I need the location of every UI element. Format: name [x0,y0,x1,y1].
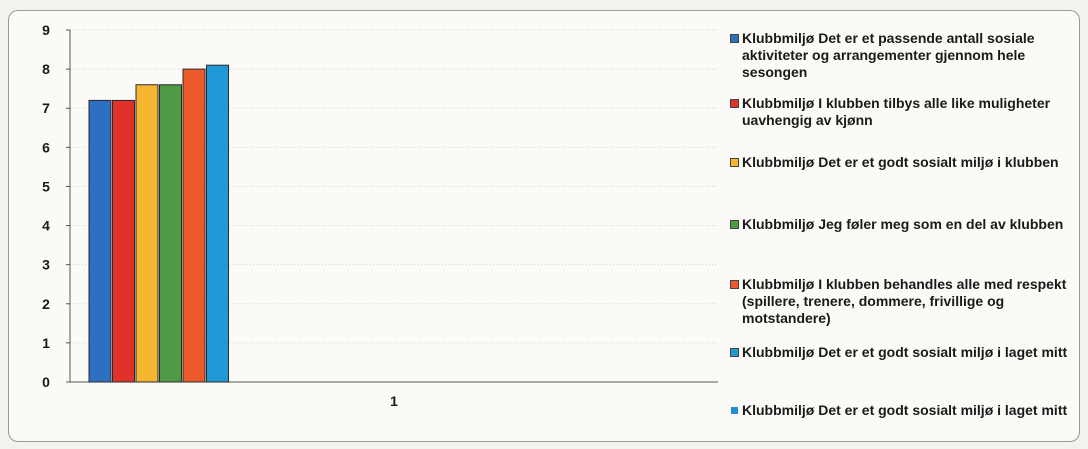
y-tick-label: 4 [42,218,50,234]
legend-swatch [730,348,739,357]
bar [88,99,112,383]
legend-label: Klubbmiljø Jeg føler meg som en del av k… [742,216,1064,232]
legend-item: Klubbmiljø I klubben behandles alle med … [730,276,1078,327]
legend-item: Klubbmiljø Det er et godt sosialt miljø … [730,402,1078,419]
bar [112,99,135,383]
legend-swatch [730,158,739,167]
y-tick-label: 1 [42,335,50,351]
y-tick-label: 0 [42,374,50,390]
legend: Klubbmiljø Det er et passende antall sos… [730,30,1080,435]
y-tick-label: 7 [42,100,50,116]
y-tick-labels: 0 1 2 3 4 5 6 7 8 9 [42,22,70,390]
bar [182,68,206,383]
bars [88,64,229,383]
y-tick-label: 2 [42,296,50,312]
legend-swatch [730,220,739,229]
legend-swatch [730,99,739,108]
bar [159,84,182,383]
legend-item: Klubbmiljø Det er et passende antall sos… [730,30,1078,81]
y-tick-label: 8 [42,61,50,77]
legend-label: Klubbmiljø Det er et godt sosialt miljø … [742,402,1068,418]
bar [206,64,229,383]
x-tick-label: 1 [390,393,398,409]
legend-item: Klubbmiljø Det er et godt sosialt miljø … [730,344,1078,361]
legend-item: Klubbmiljø Jeg føler meg som en del av k… [730,216,1078,233]
legend-swatch [730,280,739,289]
legend-swatch [730,34,739,43]
legend-item: Klubbmiljø I klubben tilbys alle like mu… [730,95,1078,129]
y-tick-label: 5 [42,178,50,194]
legend-label: Klubbmiljø I klubben tilbys alle like mu… [742,95,1051,128]
legend-label: Klubbmiljø Det er et godt sosialt miljø … [742,344,1068,360]
legend-label: Klubbmiljø Det er et passende antall sos… [742,30,1035,80]
y-tick-label: 3 [42,257,50,273]
legend-swatch [731,407,738,414]
bar [135,84,159,383]
legend-item: Klubbmiljø Det er et godt sosialt miljø … [730,154,1078,171]
y-tick-label: 6 [42,139,50,155]
legend-label: Klubbmiljø Det er et godt sosialt miljø … [742,154,1059,170]
y-tick-label: 9 [42,22,50,38]
legend-label: Klubbmiljø I klubben behandles alle med … [742,276,1067,326]
